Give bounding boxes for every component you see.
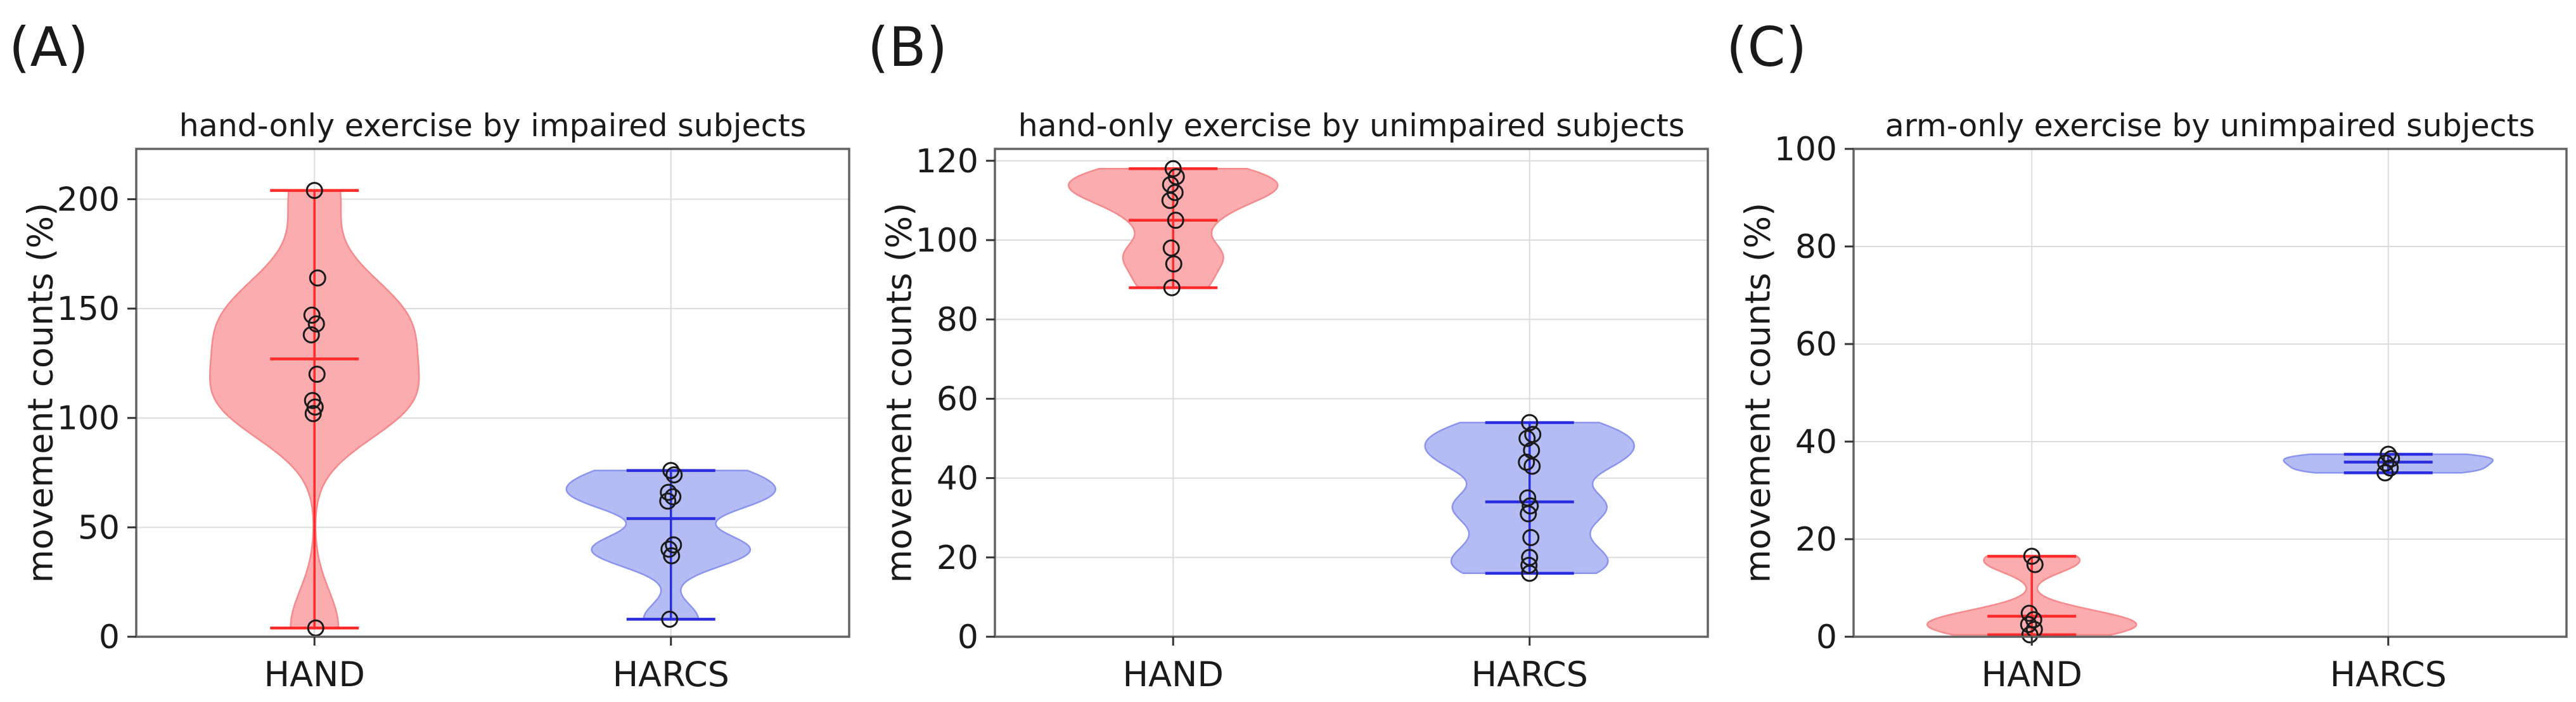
- violin-plot-c: 0 20 40 60 80 100 HAND HARCS: [1774, 131, 2568, 694]
- svg-text:HAND: HAND: [264, 654, 365, 694]
- svg-text:20: 20: [1795, 521, 1837, 559]
- svg-text:150: 150: [57, 290, 120, 328]
- violin-plot-a: 0 50 100 150 200 HAND HARCS: [57, 148, 850, 694]
- svg-text:60: 60: [1795, 326, 1837, 364]
- svg-text:80: 80: [1795, 228, 1837, 266]
- svg-text:200: 200: [57, 181, 120, 219]
- svg-text:0: 0: [1816, 618, 1837, 656]
- svg-text:40: 40: [937, 460, 978, 498]
- panel-c: (C) arm-only exercise by unimpaired subj…: [1717, 0, 2576, 702]
- svg-text:0: 0: [99, 618, 120, 656]
- svg-text:HAND: HAND: [1122, 654, 1224, 694]
- panel-letter-c: (C): [1726, 16, 1807, 79]
- svg-text:HAND: HAND: [1981, 654, 2082, 694]
- panel-title-a: hand-only exercise by impaired subjects: [179, 108, 807, 144]
- svg-text:100: 100: [916, 222, 978, 260]
- svg-text:50: 50: [78, 509, 120, 547]
- svg-text:20: 20: [937, 539, 978, 577]
- panel-letter-a: (A): [9, 16, 89, 79]
- panel-a: (A) hand-only exercise by impaired subje…: [0, 0, 859, 702]
- svg-text:HARCS: HARCS: [2330, 654, 2447, 694]
- svg-text:100: 100: [57, 400, 120, 438]
- svg-text:100: 100: [1774, 131, 1837, 169]
- panel-title-c: arm-only exercise by unimpaired subjects: [1885, 108, 2535, 144]
- panel-b: (B) hand-only exercise by unimpaired sub…: [859, 0, 1717, 702]
- svg-text:0: 0: [958, 618, 978, 656]
- svg-text:40: 40: [1795, 423, 1837, 461]
- svg-text:60: 60: [937, 380, 978, 418]
- svg-text:HARCS: HARCS: [1471, 654, 1588, 694]
- panel-letter-b: (B): [868, 16, 948, 79]
- violin-plot-b: 0 20 40 60 80 100 120 HAND HARCS: [916, 143, 1709, 694]
- svg-text:120: 120: [916, 143, 978, 181]
- panel-title-b: hand-only exercise by unimpaired subject…: [1018, 108, 1685, 144]
- svg-text:80: 80: [937, 301, 978, 339]
- svg-text:HARCS: HARCS: [613, 654, 729, 694]
